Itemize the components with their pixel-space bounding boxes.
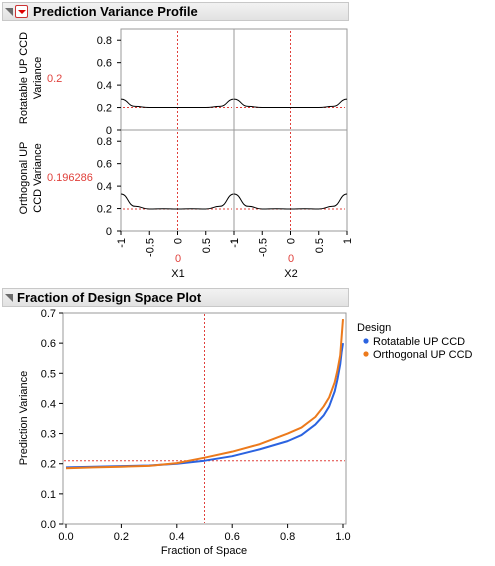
fds-x-tick-label: 0.2: [114, 531, 129, 543]
row-value-rotatable[interactable]: 0.2: [47, 73, 62, 85]
fds-x-tick-label: 0.0: [58, 531, 73, 543]
x-tick-label: 1: [342, 238, 354, 244]
x-tick-label: 0: [173, 238, 185, 244]
fds-y-tick-label: 0.7: [41, 308, 56, 320]
profiler-y-axes: 00.20.40.60.800.20.40.60.8: [97, 35, 121, 238]
profiler-x-axes: -1 -0.5 0 0.5 1-1 -0.5 0 0.5 1: [116, 231, 354, 257]
fds-y-tick-label: 0.4: [41, 398, 56, 410]
fds-y-tick-label: 0.5: [41, 368, 56, 380]
legend-marker-rotatable: [363, 338, 369, 344]
factor-value-x2[interactable]: 0: [288, 253, 294, 265]
x-tick-label: 0.5: [201, 238, 213, 253]
red-triangle-menu-icon[interactable]: [15, 5, 28, 18]
y-tick-label: 0.4: [97, 80, 112, 92]
legend-entry-rotatable[interactable]: Rotatable UP CCD: [373, 336, 465, 348]
y-tick-label: 0.8: [97, 35, 112, 47]
fds-outline-header: Fraction of Design Space Plot: [2, 288, 349, 307]
x-tick-label: -1: [116, 238, 128, 248]
fds-x-tick-label: 1.0: [335, 531, 350, 543]
y-tick-label: 0.6: [97, 58, 112, 70]
row-label-line: Variance: [32, 57, 44, 100]
collapse-triangle-icon[interactable]: [5, 294, 13, 302]
fds-x-tick-label: 0.8: [280, 531, 295, 543]
x-tick-label: 0: [286, 238, 298, 244]
fds-x-label: Fraction of Space: [161, 545, 247, 557]
x-tick-label: -1: [229, 238, 241, 248]
profile-curve: [120, 193, 235, 210]
legend-entry-orthogonal[interactable]: Orthogonal UP CCD: [373, 349, 473, 361]
profile-curve: [120, 98, 235, 109]
factor-value-x1[interactable]: 0: [175, 253, 181, 265]
y-tick-label: 0.2: [97, 204, 112, 216]
x-tick-label: 0.5: [314, 238, 326, 253]
y-tick-label: 0.2: [97, 103, 112, 115]
legend-marker-orthogonal: [363, 351, 369, 357]
fds-series-lines: [64, 314, 345, 523]
y-tick-label: 0.4: [97, 181, 112, 193]
fraction-of-design-space-plot: 0.0 0.1 0.2 0.3 0.4 0.5 0.6 0.7 0.0 0.2 0.4 0.6 0.8 1…: [18, 308, 473, 557]
profile-curve: [233, 98, 348, 109]
row-label-line: Orthogonal UP: [18, 142, 30, 215]
fds-y-tick-label: 0.0: [41, 519, 56, 531]
fds-title: Fraction of Design Space Plot: [17, 290, 202, 305]
profile-curve: [233, 193, 348, 210]
fds-axes: 0.0 0.1 0.2 0.3 0.4 0.5 0.6 0.7 0.0 0.2 0.4 0.6 0.8 1…: [41, 308, 351, 543]
row-label-line: Rotatable UP CCD: [18, 32, 30, 124]
prediction-variance-profiler: Rotatable UP CCD Variance 0.2 Orthogonal…: [18, 28, 354, 280]
profiler-cells: [120, 28, 348, 232]
row-label-line: CCD Variance: [32, 143, 44, 213]
y-tick-label: 0.6: [97, 159, 112, 171]
factor-name-x2: X2: [284, 268, 297, 280]
factor-name-x1: X1: [171, 268, 184, 280]
fds-y-tick-label: 0.1: [41, 489, 56, 501]
x-tick-label: -0.5: [144, 238, 156, 257]
collapse-triangle-icon[interactable]: [5, 8, 13, 16]
row-value-orthogonal[interactable]: 0.196286: [47, 172, 93, 184]
fds-y-tick-label: 0.3: [41, 429, 56, 441]
profile-title: Prediction Variance Profile: [33, 4, 198, 19]
fds-y-tick-label: 0.6: [41, 338, 56, 350]
fds-x-tick-label: 0.6: [225, 531, 240, 543]
profile-outline-header: Prediction Variance Profile: [2, 2, 349, 21]
fds-y-tick-label: 0.2: [41, 459, 56, 471]
x-tick-label: 1: [229, 238, 241, 244]
x-tick-label: -0.5: [257, 238, 269, 257]
fds-x-tick-label: 0.4: [169, 531, 184, 543]
series-line-orthogonal: [65, 318, 344, 470]
legend-title: Design: [357, 322, 391, 334]
fds-y-label: Prediction Variance: [18, 371, 30, 466]
y-tick-label: 0: [106, 125, 112, 137]
y-tick-label: 0: [106, 226, 112, 238]
y-tick-label: 0.8: [97, 136, 112, 148]
